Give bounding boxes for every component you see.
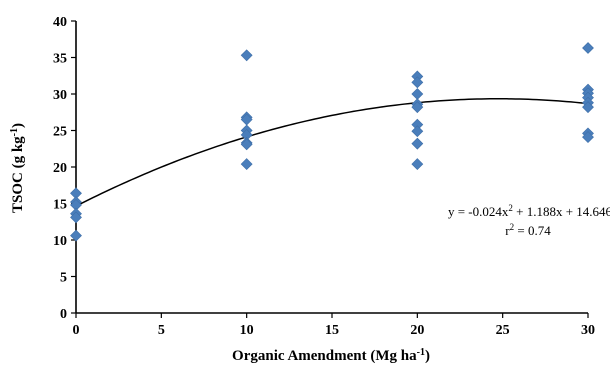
data-point <box>411 158 424 171</box>
x-tick-label: 20 <box>410 323 424 338</box>
x-tick-label: 0 <box>73 323 80 338</box>
data-point <box>582 101 594 114</box>
x-axis-title: Organic Amendment (Mg ha-1) <box>232 347 430 365</box>
x-tick-label: 5 <box>158 323 165 338</box>
data-point <box>411 137 424 150</box>
data-point <box>582 131 594 143</box>
x-tick-label: 10 <box>240 323 254 338</box>
data-point <box>70 229 82 242</box>
data-point <box>411 125 424 138</box>
data-point <box>411 88 424 100</box>
x-tick-label: 15 <box>325 323 339 338</box>
trendline-equation: y = -0.024x2 + 1.188x + 14.646 <box>448 203 610 219</box>
y-tick-label: 25 <box>53 125 67 140</box>
data-point <box>240 158 253 171</box>
data-point <box>70 211 82 224</box>
x-tick-label: 30 <box>581 323 595 338</box>
data-point <box>582 42 594 54</box>
y-tick-label: 10 <box>53 234 67 249</box>
y-tick-label: 0 <box>60 307 67 322</box>
data-point <box>240 138 253 151</box>
y-axis-ticks: 0 5 10 15 20 25 30 35 40 <box>53 15 76 322</box>
data-point <box>411 76 424 89</box>
y-axis-title: TSOC (g kg-1) <box>9 123 27 213</box>
y-tick-label: 20 <box>53 161 67 176</box>
data-points <box>70 42 594 242</box>
y-tick-label: 35 <box>53 52 67 67</box>
trendline-curve <box>75 98 589 207</box>
y-tick-label: 5 <box>60 271 67 286</box>
y-tick-label: 30 <box>53 88 67 103</box>
r-squared-label: r2 = 0.74 <box>505 222 551 238</box>
y-tick-label: 40 <box>53 15 67 30</box>
x-tick-label: 25 <box>496 323 510 338</box>
data-point <box>411 101 424 114</box>
x-axis-ticks: 0 5 10 15 20 25 30 <box>73 313 595 338</box>
data-point <box>240 49 253 62</box>
y-tick-label: 15 <box>53 198 67 213</box>
